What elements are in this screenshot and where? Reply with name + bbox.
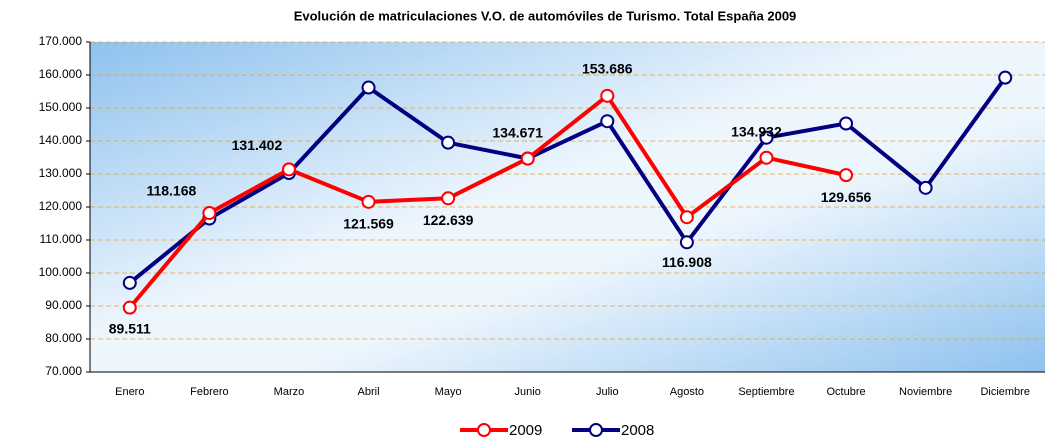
x-tick-label: Febrero bbox=[190, 386, 229, 398]
point bbox=[122, 300, 137, 315]
data-label: 134.671 bbox=[492, 124, 543, 140]
x-tick-label: Julio bbox=[596, 386, 619, 398]
x-tick-label: Marzo bbox=[274, 386, 305, 398]
data-label: 131.402 bbox=[232, 137, 283, 153]
point bbox=[759, 150, 774, 165]
x-tick-label: Noviembre bbox=[899, 386, 952, 398]
point bbox=[441, 191, 456, 206]
data-label: 121.569 bbox=[343, 216, 394, 232]
series-line bbox=[128, 93, 847, 309]
point bbox=[839, 116, 854, 131]
point bbox=[759, 130, 774, 145]
legend-label: 2009 bbox=[509, 422, 542, 439]
y-tick-label: 150.000 bbox=[39, 100, 83, 114]
legend-marker bbox=[589, 423, 603, 437]
x-tick-label: Mayo bbox=[435, 386, 462, 398]
y-tick-label: 90.000 bbox=[45, 298, 82, 312]
data-label: 129.656 bbox=[821, 189, 872, 205]
point bbox=[122, 275, 137, 290]
point bbox=[361, 194, 376, 209]
data-label: 134.932 bbox=[731, 123, 782, 139]
point bbox=[839, 168, 854, 183]
point bbox=[202, 206, 217, 221]
data-label: 89.511 bbox=[109, 320, 151, 336]
x-tick-label: Diciembre bbox=[980, 386, 1030, 398]
point bbox=[600, 114, 615, 129]
x-tick-label: Abril bbox=[358, 386, 380, 398]
point bbox=[679, 210, 694, 225]
point bbox=[998, 70, 1013, 85]
y-tick-label: 170.000 bbox=[39, 34, 83, 48]
y-tick-label: 100.000 bbox=[39, 265, 83, 279]
series-line bbox=[128, 76, 1007, 285]
legend-label: 2008 bbox=[621, 422, 654, 439]
y-tick-label: 140.000 bbox=[39, 133, 83, 147]
point bbox=[441, 135, 456, 150]
y-tick-label: 70.000 bbox=[45, 364, 82, 378]
point bbox=[600, 88, 615, 103]
point bbox=[361, 80, 376, 95]
y-tick-label: 80.000 bbox=[45, 331, 82, 345]
y-tick-label: 130.000 bbox=[39, 166, 83, 180]
data-label: 122.639 bbox=[423, 212, 474, 228]
point bbox=[281, 162, 296, 177]
x-tick-label: Octubre bbox=[826, 386, 865, 398]
y-tick-label: 160.000 bbox=[39, 67, 83, 81]
point bbox=[679, 235, 694, 250]
y-tick-label: 110.000 bbox=[40, 232, 83, 246]
y-tick-label: 120.000 bbox=[39, 199, 83, 213]
x-tick-label: Enero bbox=[115, 386, 144, 398]
data-label: 116.908 bbox=[662, 254, 712, 270]
data-label: 153.686 bbox=[582, 61, 633, 77]
x-tick-label: Junio bbox=[515, 386, 541, 398]
legend-marker bbox=[477, 423, 491, 437]
data-label: 118.168 bbox=[146, 183, 196, 199]
chart-title: Evolución de matriculaciones V.O. de aut… bbox=[294, 8, 797, 23]
point bbox=[520, 151, 535, 166]
x-tick-label: Agosto bbox=[670, 386, 704, 398]
x-tick-label: Septiembre bbox=[738, 386, 794, 398]
point bbox=[918, 180, 933, 195]
